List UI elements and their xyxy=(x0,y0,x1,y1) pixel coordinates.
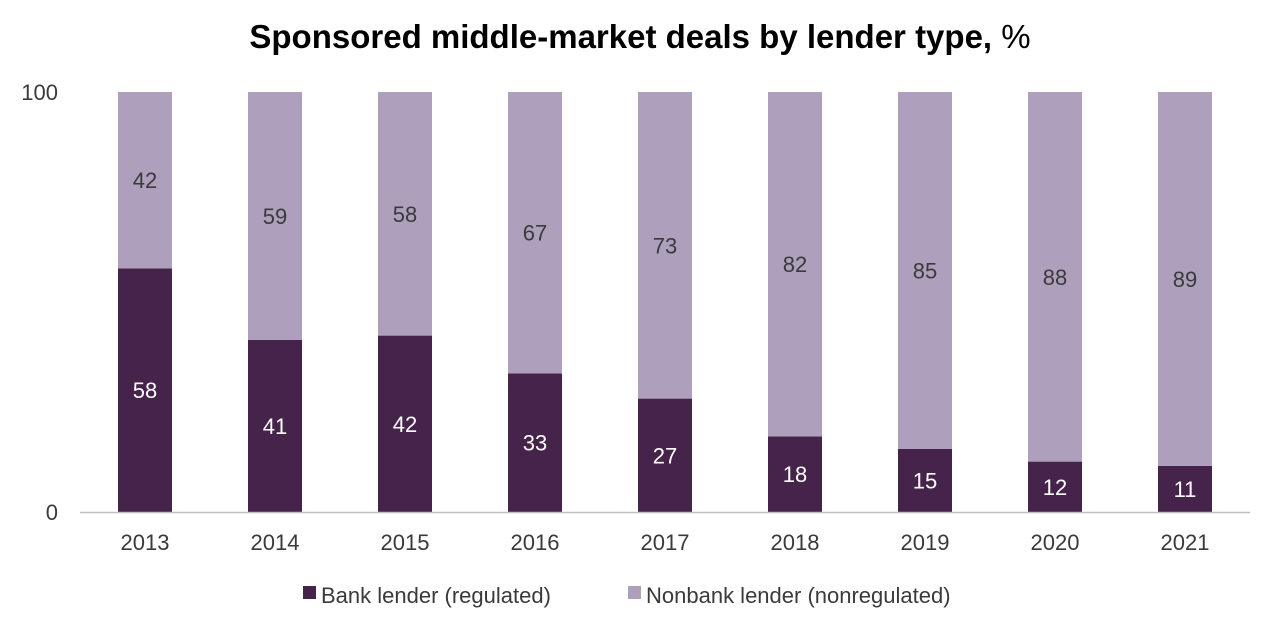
data-label-nonbank: 58 xyxy=(393,202,417,227)
data-label-bank: 18 xyxy=(783,462,807,487)
x-tick-label: 2014 xyxy=(251,530,300,555)
bar-nonbank-2015 xyxy=(378,92,432,336)
data-label-nonbank: 59 xyxy=(263,204,287,229)
x-tick-label: 2015 xyxy=(381,530,430,555)
chart-title-unit: % xyxy=(1001,18,1031,55)
data-label-bank: 33 xyxy=(523,431,547,456)
x-tick-label: 2016 xyxy=(511,530,560,555)
data-label-bank: 27 xyxy=(653,443,677,468)
bar-nonbank-2014 xyxy=(248,92,302,340)
x-tick-label: 2020 xyxy=(1031,530,1080,555)
data-label-bank: 15 xyxy=(913,469,937,494)
bar-bank-2013 xyxy=(118,268,172,512)
data-label-nonbank: 89 xyxy=(1173,267,1197,292)
x-tick-label: 2017 xyxy=(641,530,690,555)
data-label-nonbank: 82 xyxy=(783,252,807,277)
bar-bank-2015 xyxy=(378,335,432,512)
y-tick-label: 0 xyxy=(46,500,58,525)
bar-bank-2019 xyxy=(898,449,952,512)
bar-nonbank-2020 xyxy=(1028,92,1082,462)
bar-bank-2016 xyxy=(508,373,562,512)
bar-nonbank-2021 xyxy=(1158,92,1212,466)
data-label-bank: 11 xyxy=(1174,477,1197,502)
legend-label-bank: Bank lender (regulated) xyxy=(321,583,551,608)
data-label-bank: 42 xyxy=(393,412,417,437)
bar-bank-2014 xyxy=(248,339,302,512)
data-label-nonbank: 88 xyxy=(1043,265,1067,290)
data-label-nonbank: 73 xyxy=(653,233,677,258)
bar-bank-2021 xyxy=(1158,465,1212,512)
legend-swatch-bank xyxy=(303,586,316,599)
data-label-bank: 12 xyxy=(1043,475,1067,500)
bar-bank-2017 xyxy=(638,398,692,512)
data-label-nonbank: 85 xyxy=(913,259,937,284)
x-tick-label: 2021 xyxy=(1161,530,1210,555)
data-label-nonbank: 42 xyxy=(133,168,157,193)
chart-title: Sponsored middle-market deals by lender … xyxy=(249,18,1031,55)
y-tick-label: 100 xyxy=(21,80,58,105)
bar-bank-2020 xyxy=(1028,461,1082,512)
legend-label-nonbank: Nonbank lender (nonregulated) xyxy=(646,583,951,608)
x-tick-label: 2013 xyxy=(121,530,170,555)
data-label-bank: 58 xyxy=(133,378,157,403)
bar-nonbank-2019 xyxy=(898,92,952,449)
data-label-bank: 41 xyxy=(263,414,287,439)
x-tick-label: 2018 xyxy=(771,530,820,555)
bar-nonbank-2017 xyxy=(638,92,692,399)
bar-nonbank-2013 xyxy=(118,92,172,269)
bar-nonbank-2018 xyxy=(768,92,822,437)
bar-nonbank-2016 xyxy=(508,92,562,374)
bar-bank-2018 xyxy=(768,436,822,512)
legend-swatch-nonbank xyxy=(628,586,641,599)
x-tick-label: 2019 xyxy=(901,530,950,555)
data-label-nonbank: 67 xyxy=(523,221,547,246)
